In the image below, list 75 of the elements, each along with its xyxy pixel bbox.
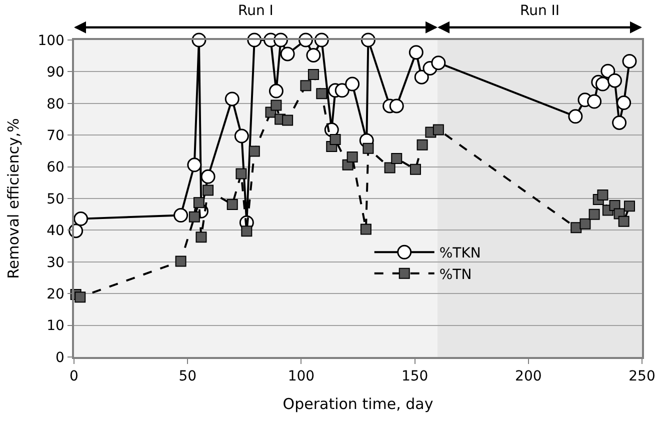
point (410, 164, 421, 175)
point (193, 197, 204, 208)
point (607, 73, 622, 88)
point (226, 199, 238, 210)
point (224, 92, 240, 106)
point (200, 169, 216, 184)
band-label: Run II (520, 3, 560, 19)
point (414, 70, 429, 84)
point (187, 158, 202, 172)
y-tick-label: 60 (46, 160, 64, 176)
y-tick-label: 40 (46, 223, 64, 240)
point (175, 256, 186, 267)
x-tick-label: 150 (401, 368, 428, 385)
y-tick-label: 90 (46, 64, 64, 81)
x-tick-label: 200 (515, 368, 542, 385)
point (587, 94, 602, 109)
point (618, 216, 630, 227)
point (432, 124, 444, 136)
point (431, 56, 446, 70)
x-tick-label: 0 (70, 368, 78, 385)
point (236, 168, 247, 180)
y-tick-label: 30 (46, 254, 64, 271)
point (270, 100, 282, 111)
point (391, 153, 402, 164)
x-axis-title: Operation time, day (282, 395, 434, 414)
point (234, 128, 249, 144)
point (568, 109, 583, 124)
y-tick-label: 0 (56, 350, 64, 366)
band-label: Run I (238, 3, 274, 19)
point (408, 45, 424, 60)
point (282, 114, 294, 126)
legend-label: %TN (439, 266, 472, 283)
point (595, 76, 610, 92)
point (416, 139, 428, 150)
point (624, 200, 635, 212)
x-tick-label: 250 (628, 368, 656, 385)
y-tick-label: 20 (46, 286, 64, 302)
point (580, 218, 591, 230)
point (345, 76, 360, 92)
point (316, 88, 328, 100)
point (202, 184, 214, 196)
point (300, 80, 312, 92)
y-tick-label: 50 (46, 191, 64, 208)
point (384, 162, 396, 174)
y-tick-label: 70 (46, 128, 64, 144)
point (362, 142, 374, 154)
point (622, 54, 637, 68)
point (74, 292, 86, 303)
point (600, 64, 616, 78)
point (588, 208, 600, 220)
x-tick-label: 50 (178, 368, 197, 385)
point (196, 232, 207, 243)
y-tick-label: 80 (46, 96, 64, 112)
point (268, 84, 284, 98)
point (389, 98, 404, 114)
point (330, 134, 341, 146)
point (241, 226, 252, 237)
point (280, 46, 295, 62)
y-tick-label: 100 (38, 32, 64, 49)
point (306, 48, 321, 62)
y-tick-label: 10 (46, 318, 64, 334)
point (248, 146, 260, 157)
point (616, 96, 632, 110)
point (360, 224, 372, 235)
legend-label: %TKN (439, 246, 481, 262)
point (188, 211, 200, 222)
point (174, 208, 188, 223)
y-axis-title: Removal efficiency,% (4, 118, 22, 279)
point (597, 190, 608, 201)
point (334, 83, 350, 98)
point (74, 212, 88, 226)
point (612, 115, 627, 130)
point (346, 151, 358, 162)
point (308, 69, 319, 80)
x-tick-label: 100 (288, 368, 315, 385)
